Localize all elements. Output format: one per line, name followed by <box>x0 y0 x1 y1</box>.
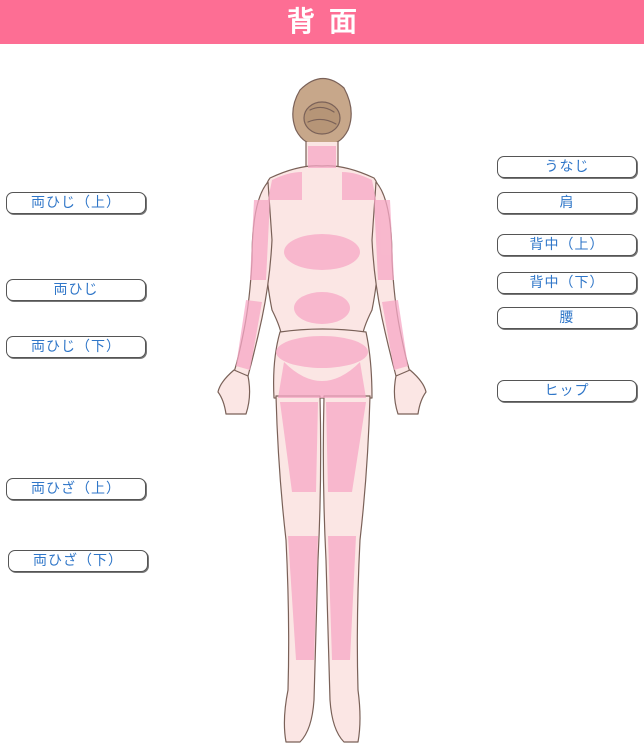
shoulder-left-area <box>268 172 302 200</box>
right-hand <box>393 369 427 415</box>
lower-back-area <box>294 292 350 324</box>
elbows-button[interactable]: 両ひじ <box>6 279 146 301</box>
lower-knee-left-area <box>288 536 318 660</box>
hip-button[interactable]: ヒップ <box>497 380 637 402</box>
shoulders-button[interactable]: 肩 <box>497 192 637 214</box>
upper-back-button[interactable]: 背中（上） <box>497 234 637 256</box>
left-hand <box>217 369 251 415</box>
hip-area <box>278 362 366 398</box>
page-header: 背面 <box>0 0 644 44</box>
upper-elbow-left-area <box>250 200 270 280</box>
upper-knees-button[interactable]: 両ひざ（上） <box>6 478 146 500</box>
lower-back-button[interactable]: 背中（下） <box>497 272 637 294</box>
waist-button[interactable]: 腰 <box>497 307 637 329</box>
upper-back-area <box>284 234 360 270</box>
lower-knee-right-area <box>328 536 356 660</box>
lower-elbow-left-area <box>236 300 262 370</box>
body-back-illustration <box>217 77 427 743</box>
waist-area <box>276 336 368 368</box>
upper-elbows-button[interactable]: 両ひじ（上） <box>6 192 146 214</box>
upper-knee-left-area <box>280 402 318 492</box>
lower-elbows-button[interactable]: 両ひじ（下） <box>6 336 146 358</box>
upper-elbow-right-area <box>374 200 394 280</box>
page-title: 背面 <box>286 5 371 38</box>
upper-knee-right-area <box>326 402 366 492</box>
nape-button[interactable]: うなじ <box>497 156 637 178</box>
lower-knees-button[interactable]: 両ひざ（下） <box>8 550 148 572</box>
hair-bun <box>303 101 341 135</box>
lower-elbow-right-area <box>382 300 408 370</box>
nape-area <box>308 146 336 168</box>
shoulder-right-area <box>342 172 376 200</box>
